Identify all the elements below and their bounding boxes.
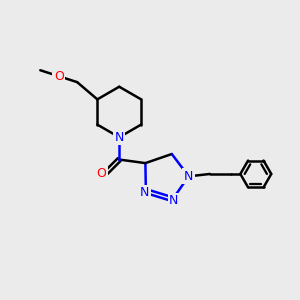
Text: O: O xyxy=(54,70,64,83)
Text: N: N xyxy=(115,131,124,144)
Text: O: O xyxy=(97,167,106,180)
Text: N: N xyxy=(140,186,149,199)
Text: N: N xyxy=(184,170,193,183)
Text: N: N xyxy=(169,194,178,207)
